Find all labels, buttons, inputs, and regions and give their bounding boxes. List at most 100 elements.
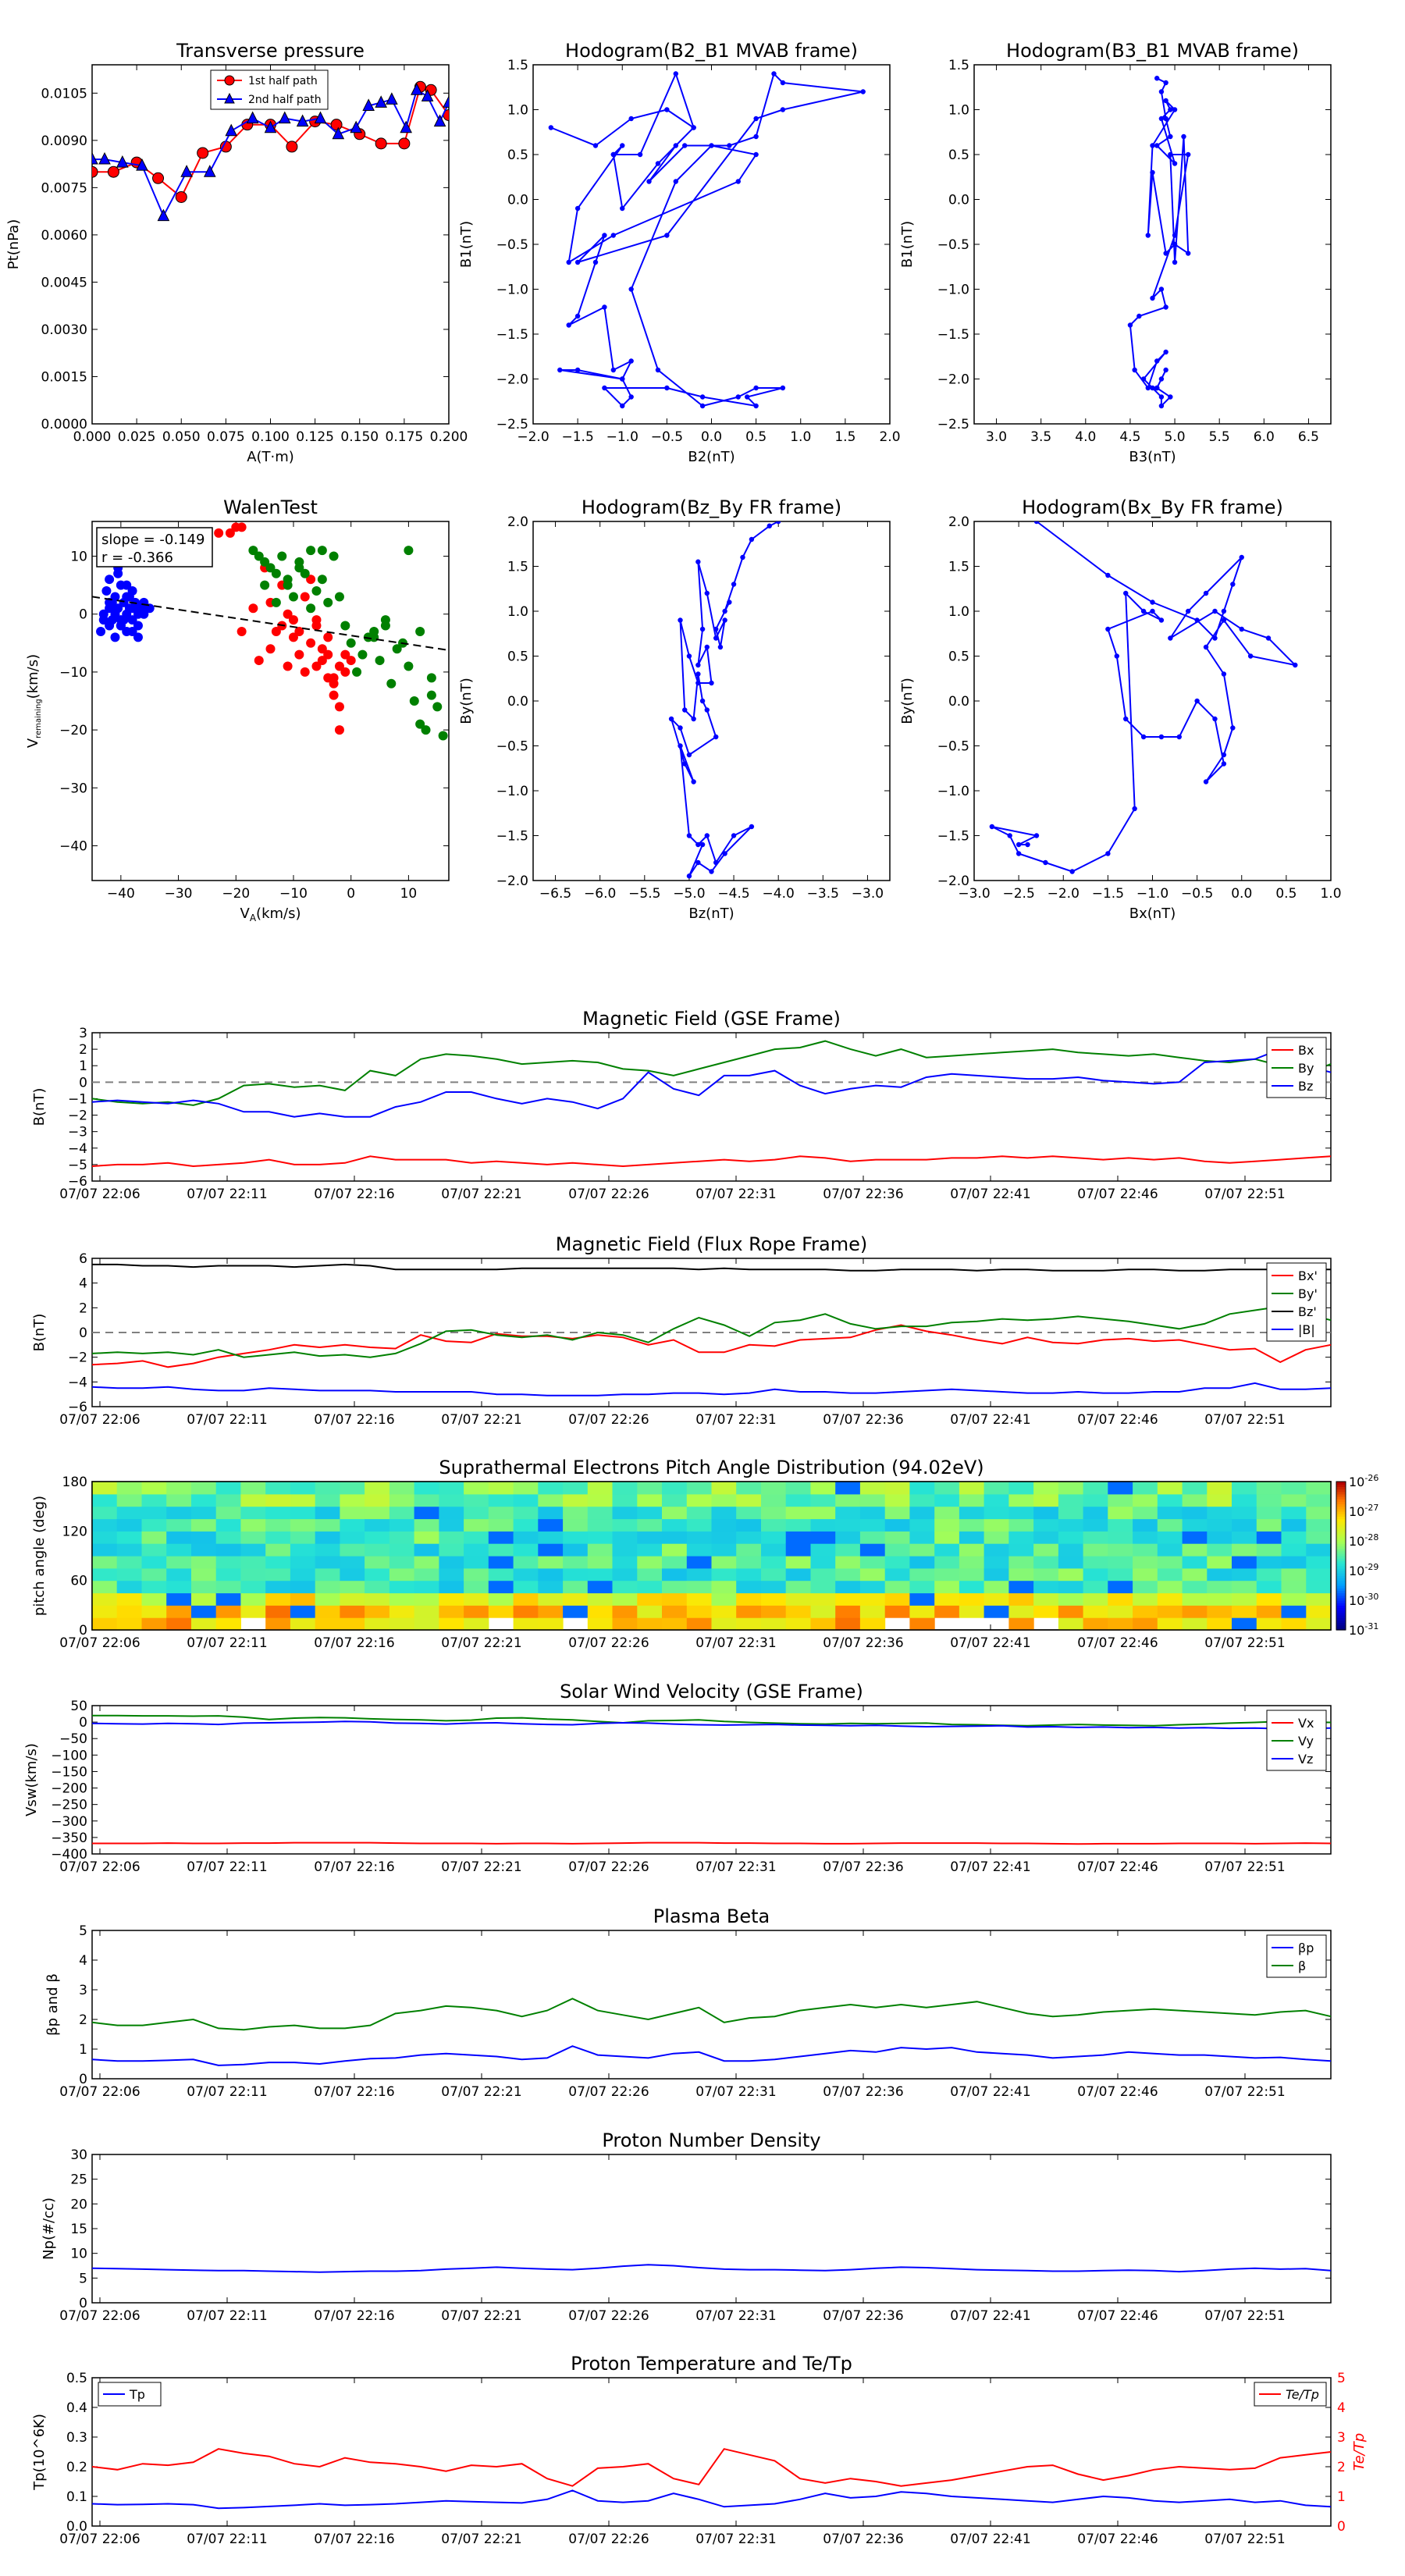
chart-vsw: Solar Wind Velocity (GSE Frame)−400−350−…: [23, 1681, 1332, 1875]
heatmap-cell: [711, 1605, 737, 1618]
heatmap-cell: [92, 1506, 118, 1520]
x-axis-label: A(T·m): [247, 449, 294, 465]
fit-line: [92, 596, 449, 651]
heatmap-cell: [513, 1556, 539, 1569]
x-tick-label: 07/07 22:11: [187, 2308, 267, 2324]
heatmap-cell: [984, 1567, 1009, 1582]
y-tick-label: −1.0: [496, 784, 528, 799]
heatmap-cell: [1182, 1605, 1208, 1618]
heatmap-cell: [686, 1493, 713, 1507]
heatmap-cell: [389, 1605, 415, 1618]
x-tick-label: 2.0: [879, 429, 900, 445]
heatmap-cell: [859, 1592, 886, 1606]
colorbar-cell: [1336, 1575, 1346, 1579]
heatmap-cell: [785, 1605, 811, 1618]
data-point: [682, 707, 688, 713]
scatter-point-blue: [122, 580, 132, 590]
data-point: [1150, 169, 1155, 176]
colorbar-cell: [1336, 1484, 1346, 1487]
y-tick-label: 1: [79, 2042, 87, 2058]
x-tick-label: −1.5: [1092, 886, 1124, 902]
heatmap-cell: [761, 1617, 787, 1631]
y-tick-label: 0.1: [66, 2489, 87, 2505]
colorbar-cell: [1336, 1573, 1346, 1576]
y2-tick-label: 2: [1337, 2460, 1346, 2475]
x-tick-label: 1.5: [834, 429, 855, 445]
y-tick-label: 10: [70, 2247, 87, 2262]
data-point: [1105, 851, 1111, 856]
heatmap-cell: [265, 1592, 291, 1606]
heatmap-cell: [513, 1617, 539, 1631]
x-tick-label: 6.0: [1254, 429, 1275, 445]
heatmap-cell: [1306, 1518, 1332, 1532]
scatter-point-blue: [116, 621, 126, 631]
data-point: [771, 71, 777, 76]
heatmap-cell: [1182, 1580, 1208, 1594]
data-point: [686, 653, 692, 659]
heatmap-cell: [612, 1592, 638, 1606]
heatmap-cell: [1207, 1617, 1232, 1631]
heatmap-cell: [141, 1493, 167, 1507]
y-tick-label: 20: [70, 2197, 87, 2212]
x-tick-label: 07/07 22:06: [59, 2308, 140, 2324]
data-point: [375, 95, 387, 108]
y-tick-label: 0.0: [507, 193, 528, 208]
legend-label: By': [1298, 1286, 1318, 1301]
heatmap-cell: [686, 1556, 713, 1569]
x-tick-label: 07/07 22:06: [59, 1412, 140, 1428]
chart-title: Suprathermal Electrons Pitch Angle Distr…: [439, 1457, 984, 1478]
heatmap-cell: [166, 1518, 192, 1532]
series-line-By': [91, 1305, 1332, 1358]
data-point: [682, 143, 688, 148]
plot-area: [92, 80, 449, 222]
heatmap-cell: [1157, 1506, 1183, 1520]
heatmap-cell: [513, 1543, 539, 1557]
scatter-point-green: [392, 644, 402, 654]
heatmap-cell: [884, 1580, 910, 1594]
heatmap-cell: [761, 1605, 787, 1618]
heatmap-cell: [191, 1482, 217, 1495]
x-tick-label: 1.0: [790, 429, 811, 445]
heatmap-cell: [1058, 1556, 1084, 1569]
chart-hodogram_bx_by: Hodogram(Bx_By FR frame) −2.0 −1.5 −1.0 −0.5…: [899, 496, 1342, 922]
heatmap-cell: [1108, 1506, 1133, 1520]
heatmap-cell: [389, 1531, 415, 1544]
x-tick-label: 07/07 22:31: [695, 2308, 776, 2324]
colorbar-cell: [1336, 1600, 1346, 1603]
x-tick-label: 0.0: [1231, 886, 1252, 902]
y-tick-label: −150: [51, 1764, 87, 1780]
data-point: [735, 179, 741, 184]
heatmap-cell: [1182, 1543, 1208, 1557]
heatmap-cell: [265, 1567, 291, 1582]
heatmap-cell: [761, 1543, 787, 1557]
heatmap-cell: [736, 1518, 762, 1532]
plot-area: [1127, 76, 1191, 409]
heatmap-cell: [538, 1617, 564, 1631]
heatmap-cell: [365, 1617, 390, 1631]
data-point: [1212, 716, 1218, 722]
data-point: [433, 114, 446, 127]
scatter-point-red: [283, 661, 293, 671]
heatmap-cell: [1033, 1592, 1059, 1606]
y-tick-label: 3: [79, 1026, 87, 1041]
legend: Bx' By' Bz' |B|: [1266, 1262, 1327, 1342]
heatmap-cell: [340, 1556, 365, 1569]
data-point: [1150, 608, 1155, 614]
chart-title: Hodogram(B3_B1 MVAB frame): [1006, 40, 1299, 62]
heatmap-cell: [884, 1543, 910, 1557]
heatmap-cell: [785, 1580, 811, 1594]
heatmap-cell: [1256, 1556, 1282, 1569]
y-tick-label: 50: [70, 1699, 87, 1714]
colorbar-tick-base: 10: [1349, 1564, 1364, 1578]
data-point: [1194, 617, 1200, 623]
scatter-point-red: [271, 626, 281, 636]
data-point: [574, 313, 581, 319]
scatter-point-green: [306, 603, 316, 614]
series-line-Tp: [91, 2489, 1332, 2510]
heatmap-cell: [513, 1531, 539, 1544]
heatmap-cell: [265, 1556, 291, 1569]
colorbar-cell: [1336, 1578, 1346, 1582]
data-point: [1221, 761, 1227, 767]
heatmap-cell: [439, 1617, 464, 1631]
heatmap-cell: [1008, 1543, 1034, 1557]
